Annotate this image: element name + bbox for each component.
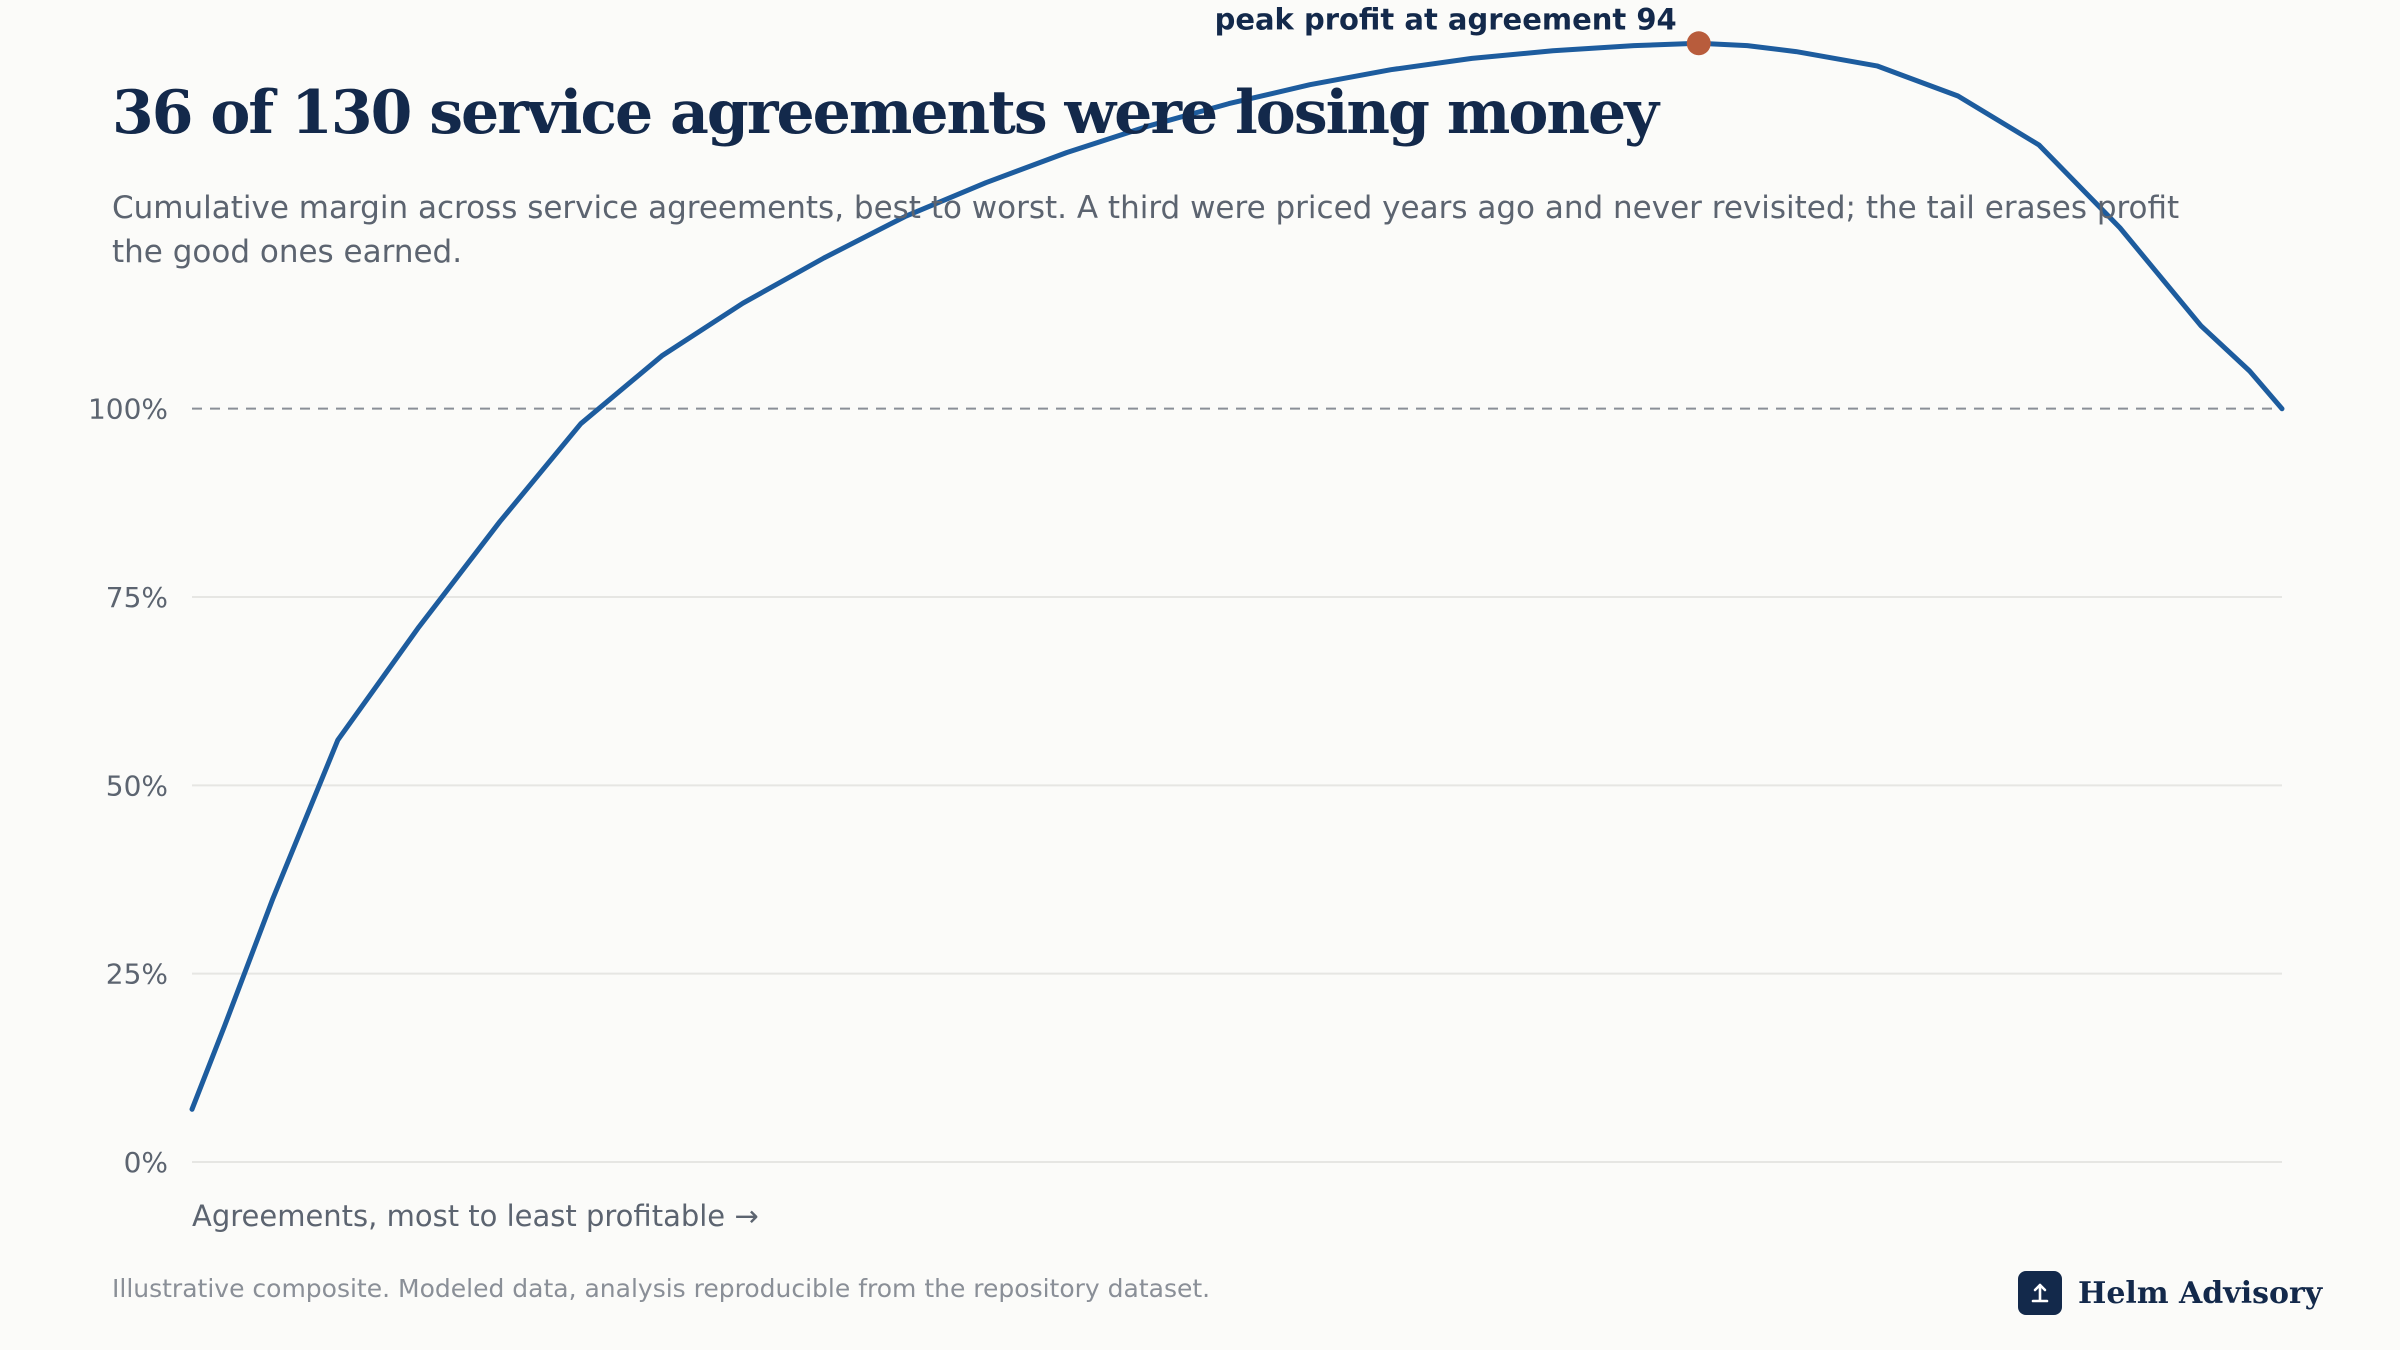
y-tick-label: 75% — [106, 581, 168, 614]
chart-title: 36 of 130 service agreements were losing… — [112, 78, 1659, 148]
x-axis-label: Agreements, most to least profitable → — [192, 1199, 759, 1233]
anchor-icon — [2018, 1271, 2062, 1315]
chart-subtitle: Cumulative margin across service agreeme… — [112, 190, 2180, 270]
y-tick-label: 100% — [88, 393, 168, 426]
y-tick-label: 50% — [106, 769, 168, 802]
footer-note: Illustrative composite. Modeled data, an… — [112, 1274, 1211, 1303]
brand-logo: Helm Advisory — [2018, 1270, 2322, 1316]
brand-name: Helm Advisory — [2078, 1275, 2323, 1311]
y-tick-label: 0% — [124, 1146, 168, 1179]
y-tick-label: 25% — [106, 958, 168, 991]
peak-marker — [1686, 31, 1711, 56]
series-line — [189, 40, 2285, 1112]
peak-annotation: peak profit at agreement 94 — [1215, 2, 1677, 36]
